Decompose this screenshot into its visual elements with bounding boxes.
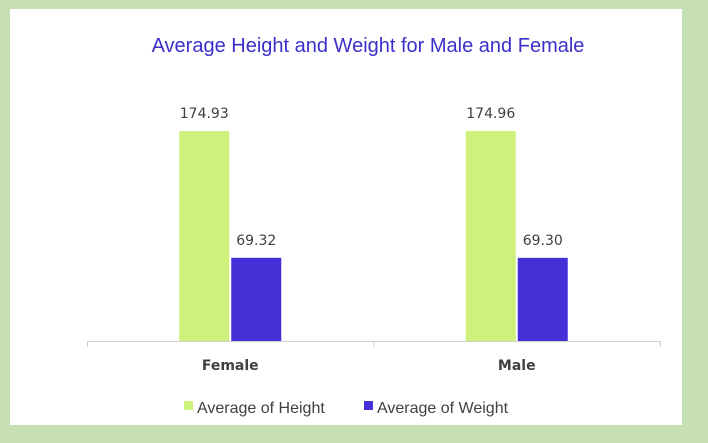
chart-area: Average Height and Weight for Male and F… [10, 9, 682, 425]
data-label-female-average-of-weight: 69.32 [236, 233, 276, 249]
bar-male-average-of-height [465, 131, 516, 341]
data-label-male-average-of-height: 174.96 [466, 106, 515, 122]
bar-male-average-of-weight [517, 257, 568, 341]
legend-label-average-of-height: Average of Height [197, 400, 325, 417]
category-label-male: Male [498, 358, 536, 374]
bar-female-average-of-height [179, 131, 230, 341]
bar-female-average-of-weight [231, 257, 282, 341]
chart-title: Average Height and Weight for Male and F… [152, 35, 585, 57]
bars-group: 174.93 69.32 174.96 69.30 [179, 106, 568, 341]
data-label-female-average-of-height: 174.93 [180, 106, 229, 122]
legend: Average of Height Average of Weight [184, 400, 509, 417]
chart-svg: Average Height and Weight for Male and F… [87, 35, 661, 417]
category-label-female: Female [202, 358, 259, 374]
legend-swatch-average-of-height [184, 401, 193, 410]
legend-swatch-average-of-weight [364, 401, 373, 410]
data-label-male-average-of-weight: 69.30 [523, 233, 563, 249]
x-axis: Female Male [87, 341, 661, 374]
legend-label-average-of-weight: Average of Weight [377, 400, 509, 417]
